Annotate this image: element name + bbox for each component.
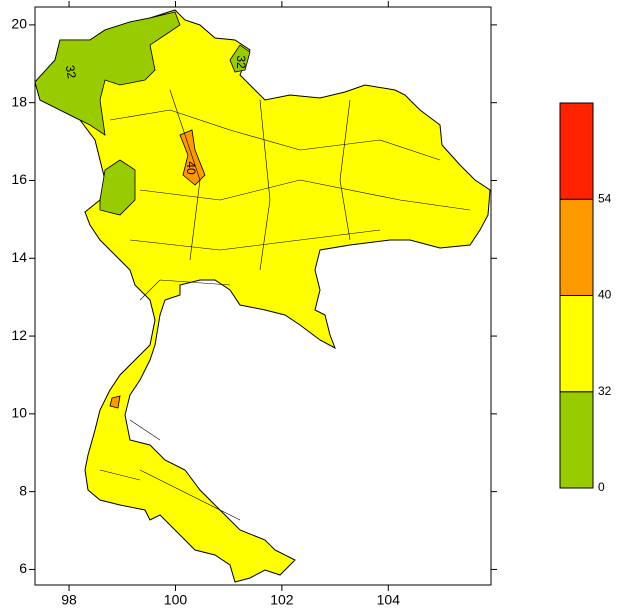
x-tick-label: 100	[164, 592, 188, 608]
colorbar-label: 40	[598, 288, 612, 302]
province-borders	[99, 89, 471, 521]
land-area	[34, 9, 491, 583]
green-zone	[229, 44, 251, 73]
x-tick-label: 98	[61, 592, 77, 608]
green-zone	[99, 159, 136, 216]
y-tick-label: 12	[11, 327, 27, 343]
colorbar-band	[559, 198, 594, 296]
colorbar-label: 0	[598, 480, 605, 494]
colorbar-band	[559, 295, 594, 393]
colorbar-label: 32	[598, 384, 612, 398]
y-tick-label: 6	[19, 560, 27, 576]
colorbar-band	[559, 391, 594, 489]
y-tick-label: 20	[11, 16, 27, 32]
x-tick-label: 104	[377, 592, 401, 608]
y-tick-label: 14	[11, 249, 27, 265]
y-tick-label: 10	[11, 405, 27, 421]
y-tick-label: 16	[11, 171, 27, 187]
green-zone	[34, 11, 181, 136]
y-tick-label: 8	[19, 482, 27, 498]
x-tick-label: 102	[270, 592, 294, 608]
y-tick-label: 18	[11, 93, 27, 109]
contour-label: 40	[184, 161, 198, 175]
colorbar-label: 54	[598, 191, 612, 205]
contour-label: 32	[63, 64, 79, 80]
orange-zone	[109, 395, 121, 409]
contour-label: 32	[234, 55, 248, 69]
colorbar-band	[559, 102, 594, 200]
